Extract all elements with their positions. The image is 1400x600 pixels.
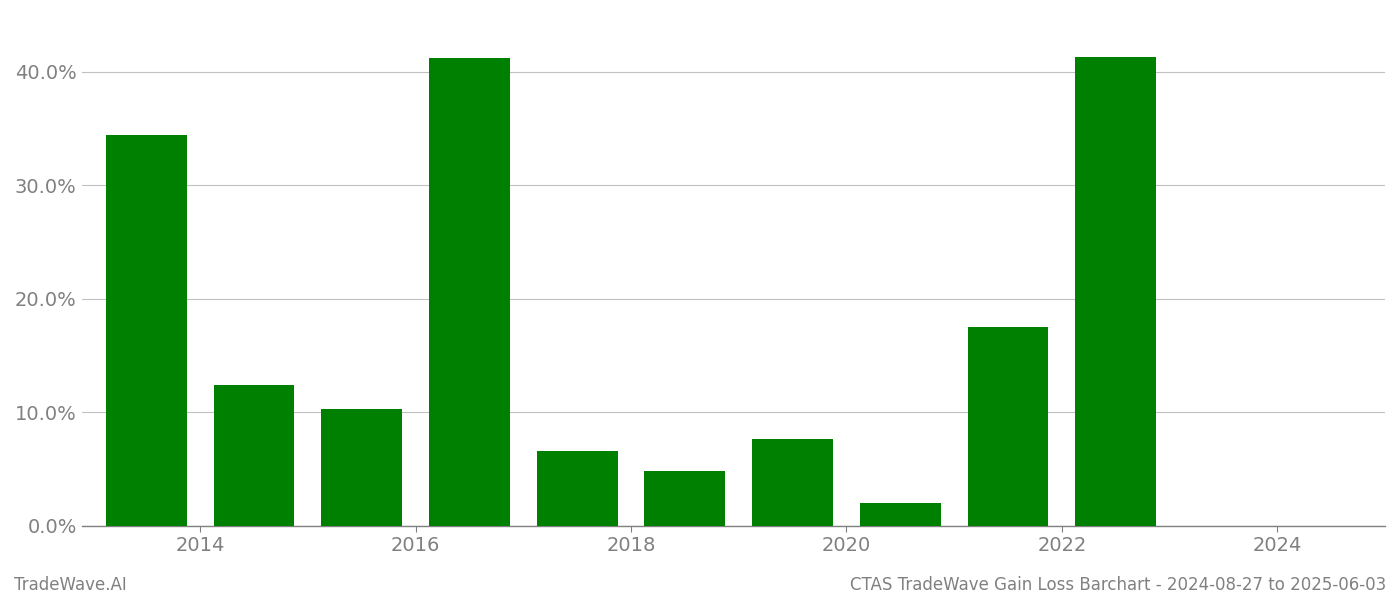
Bar xyxy=(1075,57,1156,526)
Bar xyxy=(644,471,725,526)
Bar xyxy=(752,439,833,526)
Bar xyxy=(860,503,941,526)
Text: CTAS TradeWave Gain Loss Barchart - 2024-08-27 to 2025-06-03: CTAS TradeWave Gain Loss Barchart - 2024… xyxy=(850,576,1386,594)
Bar xyxy=(214,385,294,526)
Text: TradeWave.AI: TradeWave.AI xyxy=(14,576,127,594)
Bar xyxy=(106,135,186,526)
Bar xyxy=(321,409,402,526)
Bar xyxy=(967,327,1049,526)
Bar xyxy=(428,58,510,526)
Bar xyxy=(536,451,617,526)
